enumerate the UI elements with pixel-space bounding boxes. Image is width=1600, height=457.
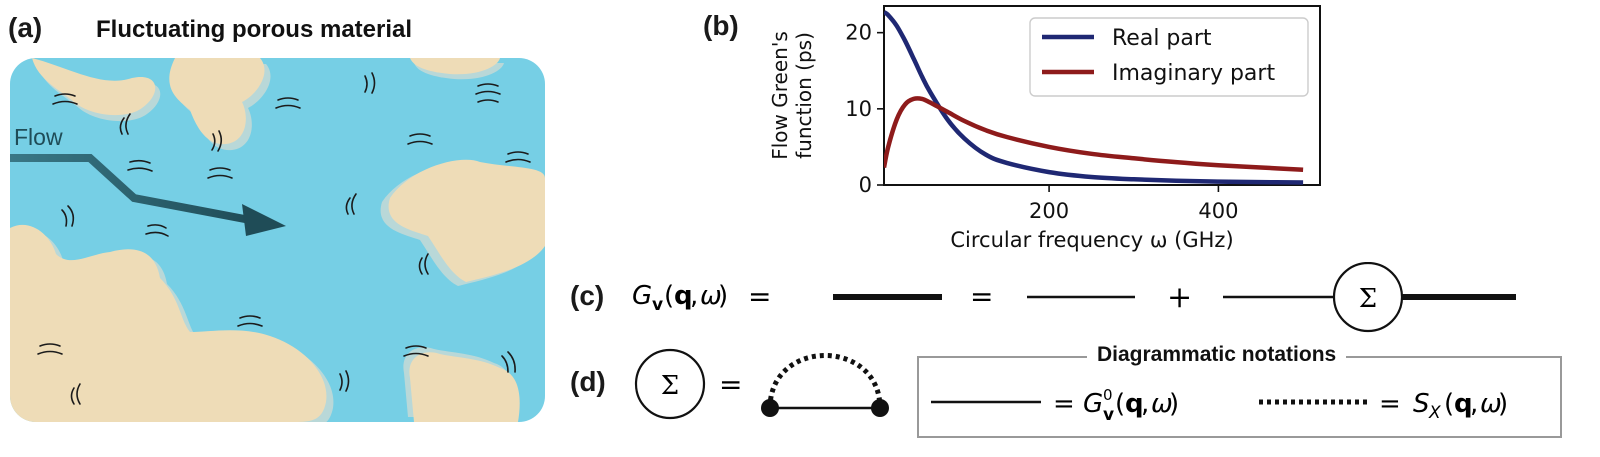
equals-sign: = [719, 368, 742, 401]
svg-text:X: X [1428, 403, 1441, 423]
svg-text:q: q [1125, 389, 1144, 419]
svg-text:=: = [1379, 389, 1401, 419]
svg-text:S: S [1413, 389, 1430, 419]
svg-text:): ) [718, 281, 728, 311]
x-tick-label: 400 [1198, 199, 1238, 223]
rock-grain [32, 58, 161, 122]
legend-label: Real part [1112, 26, 1212, 51]
panel-a-title: Fluctuating porous material [96, 16, 413, 43]
panel-d-label: (d) [570, 366, 606, 397]
porous-material-illustration [10, 58, 545, 422]
svg-text:,: , [690, 281, 698, 311]
vertex-dot [871, 399, 889, 417]
notations-title: Diagrammatic notations [1087, 343, 1347, 367]
svg-text:G: G [632, 281, 652, 311]
svg-text:q: q [1454, 389, 1473, 419]
vertex-dot [761, 399, 779, 417]
svg-text:v: v [1103, 405, 1114, 425]
series-line-1 [884, 96, 1304, 173]
panel-a-label: (a) [8, 12, 43, 43]
svg-text:G: G [1083, 389, 1103, 419]
flow-arrow [10, 154, 251, 224]
svg-text:(: ( [1444, 389, 1454, 419]
equals-sign: = [748, 280, 771, 313]
equals-sign: = [970, 280, 993, 313]
flow-label: Flow [14, 124, 63, 150]
self-energy-circle [634, 348, 706, 420]
notation-definitions: = G 0 v ( q , ω ) = S X ( q , ω ) [931, 386, 1508, 425]
self-energy-diagram: Σ = [634, 348, 889, 420]
sigma-symbol: Σ [1359, 284, 1377, 314]
svg-text:(: ( [1115, 389, 1125, 419]
svg-text:v: v [652, 295, 663, 315]
svg-text:=: = [1053, 389, 1075, 419]
bare-green-function-definition: = G 0 v ( q , ω ) [1053, 386, 1179, 425]
svg-text:): ) [1169, 389, 1179, 419]
plus-sign: + [1167, 280, 1192, 315]
svg-text:ω: ω [700, 281, 722, 311]
svg-text:,: , [1141, 389, 1149, 419]
y-tick-label: 20 [845, 21, 872, 45]
noise-propagator-arc [767, 353, 883, 409]
green-function-chart: 200 400 0 10 20 Circular frequency ω (GHz) Flo… [768, 5, 1321, 252]
plot-frame [883, 5, 1321, 186]
fluctuation-marks [37, 72, 531, 405]
panel-b-label: (b) [703, 10, 739, 41]
legend-box [1029, 17, 1309, 97]
svg-text:q: q [674, 281, 693, 311]
rock-grain [403, 347, 520, 422]
y-tick-label: 10 [845, 97, 872, 121]
noise-correlator-definition: = S X ( q , ω ) [1379, 389, 1508, 423]
y-tick-label: 0 [859, 173, 872, 197]
sigma-symbol: Σ [661, 371, 679, 401]
x-axis-label: Circular frequency ω (GHz) [950, 228, 1233, 252]
rock-grain [380, 159, 545, 286]
legend-label: Imaginary part [1112, 61, 1275, 86]
green-function-symbol: G v ( q , ω ) [632, 281, 728, 315]
series-line-0 [884, 10, 1304, 185]
svg-text:ω: ω [1151, 389, 1173, 419]
y-axis-label: Flow Green'sfunction (ps) [768, 31, 816, 160]
panel-c-label: (c) [570, 280, 605, 311]
rock-grain [169, 58, 271, 151]
svg-text:0: 0 [1103, 386, 1113, 404]
svg-text:): ) [1498, 389, 1508, 419]
svg-text:ω: ω [1480, 389, 1502, 419]
dyson-equation: G v ( q , ω ) = = + Σ [632, 262, 1516, 333]
flow-arrowhead [242, 204, 286, 236]
rock-grain [410, 58, 504, 80]
x-tick-label: 200 [1029, 199, 1069, 223]
rock-grain [10, 224, 334, 422]
svg-text:(: ( [664, 281, 674, 311]
svg-text:,: , [1470, 389, 1478, 419]
